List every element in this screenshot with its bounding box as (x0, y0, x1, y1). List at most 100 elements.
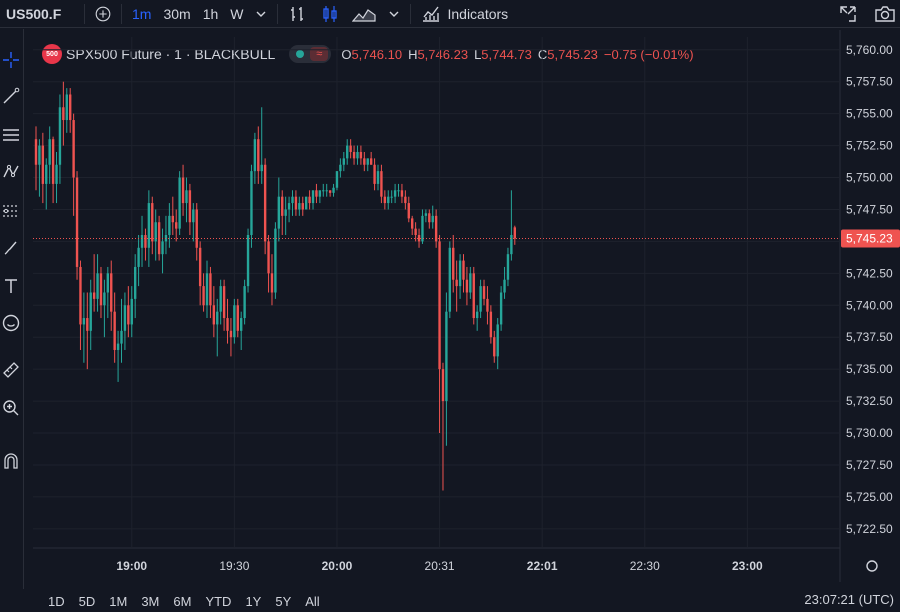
area-chart-type-button[interactable] (346, 0, 382, 28)
candle-body (263, 164, 267, 242)
candle-body (58, 107, 62, 165)
crosshair-tool[interactable] (0, 49, 22, 71)
candle-body (438, 241, 441, 370)
trend-line-tool[interactable] (0, 85, 22, 107)
settings-gear-icon[interactable] (866, 560, 878, 572)
candle-body (479, 286, 482, 312)
candle-body (147, 203, 151, 248)
toolbar-divider (410, 3, 412, 24)
candle-body (349, 145, 352, 152)
candle-body (243, 286, 246, 319)
candle-body (144, 235, 147, 248)
range-ytd[interactable]: YTD (205, 593, 232, 609)
candle-body (55, 164, 58, 184)
candle-body (407, 203, 410, 219)
candle-body (48, 139, 51, 165)
interval-label: 1h (202, 5, 219, 22)
x-tick-label: 23:00 (732, 559, 763, 573)
candle-body (369, 158, 373, 165)
candle-body (123, 305, 127, 331)
y-tick-label: 5,725.00 (846, 490, 893, 504)
candle-body (62, 107, 65, 121)
forecast-tool[interactable] (0, 199, 22, 221)
candle-body (185, 190, 188, 204)
candles-chart-type-button[interactable] (314, 0, 346, 28)
pattern-icon (3, 164, 19, 178)
candle-body (157, 222, 161, 255)
candle-body (161, 241, 164, 255)
range-5d[interactable]: 5D (78, 593, 96, 609)
candle-body (168, 215, 171, 236)
candle-body (151, 203, 154, 242)
chart-type-dropdown[interactable] (382, 0, 406, 28)
range-1d[interactable]: 1D (48, 593, 65, 609)
text-tool[interactable] (0, 275, 22, 297)
candle-body (332, 187, 335, 193)
fullscreen-button[interactable] (832, 0, 864, 28)
close-label: C (537, 46, 548, 62)
magnet-tool[interactable] (0, 450, 22, 472)
candle-body (424, 213, 428, 216)
candle-body (164, 235, 168, 242)
range-bar: 1D 5D 1M 3M 6M YTD 1Y 5Y All (33, 590, 900, 612)
interval-1h[interactable]: 1h (197, 0, 225, 28)
close-value: 5,745.23 (547, 46, 598, 62)
text-icon (5, 279, 17, 293)
zoom-tool[interactable] (0, 397, 22, 419)
interval-w[interactable]: W (224, 0, 249, 28)
snapshot-button[interactable] (868, 0, 900, 28)
interval-30m[interactable]: 30m (157, 0, 196, 28)
y-tick-label: 5,730.00 (846, 426, 893, 440)
interval-1m[interactable]: 1m (126, 0, 157, 28)
toolbar-divider (277, 3, 279, 24)
candle-body (387, 196, 390, 204)
chevron-down-icon (389, 11, 399, 17)
symbol-search[interactable]: US500.F (0, 0, 80, 28)
candle-body (510, 235, 513, 255)
bars-icon (291, 6, 304, 21)
interval-dropdown[interactable] (249, 0, 273, 28)
candle-body (257, 139, 260, 172)
market-status[interactable]: ≈ (289, 45, 332, 63)
candle-body (86, 318, 89, 331)
pattern-tool[interactable] (0, 161, 22, 183)
candle-body (250, 171, 253, 236)
ruler-tool[interactable] (0, 359, 22, 381)
y-tick-label: 5,757.50 (846, 75, 893, 89)
y-tick-label: 5,735.00 (846, 362, 893, 376)
candle-body (496, 324, 499, 357)
bar-chart-type-button[interactable] (282, 0, 314, 28)
candle-body (397, 190, 400, 192)
emoji-tool[interactable] (0, 312, 22, 334)
candle-body (240, 318, 243, 331)
candle-body (363, 158, 366, 165)
y-tick-label: 5,755.00 (846, 107, 893, 121)
range-5y[interactable]: 5Y (275, 593, 292, 609)
y-tick-label: 5,722.50 (846, 522, 893, 536)
brush-tool[interactable] (0, 237, 22, 259)
candle-body (489, 311, 493, 338)
chevron-down-icon (256, 11, 266, 17)
range-all[interactable]: All (305, 593, 320, 609)
candle-body (390, 196, 393, 198)
indicators-button[interactable]: Indicators (415, 0, 514, 28)
candle-body (195, 209, 198, 248)
candle-body (499, 292, 503, 325)
drawing-toolbar (0, 29, 24, 589)
range-3m[interactable]: 3M (141, 593, 160, 609)
top-toolbar: US500.F 1m 30m 1h W Indicators (0, 0, 900, 28)
indicators-label: Indicators (447, 5, 509, 22)
symbol-label: US500.F (6, 5, 62, 22)
range-1m[interactable]: 1M (109, 593, 128, 609)
candle-body (462, 260, 465, 280)
candle-body (171, 215, 174, 223)
legend-title[interactable]: SPX500 Future · 1 · BLACKBULL (66, 46, 276, 62)
candle-body (140, 235, 144, 248)
range-6m[interactable]: 6M (173, 593, 192, 609)
fib-tool[interactable] (0, 124, 22, 146)
candle-body (503, 279, 506, 293)
clock-timezone[interactable]: 23:07:21 (UTC) (804, 592, 894, 607)
range-1y[interactable]: 1Y (245, 593, 262, 609)
compare-symbol-button[interactable] (89, 0, 117, 28)
